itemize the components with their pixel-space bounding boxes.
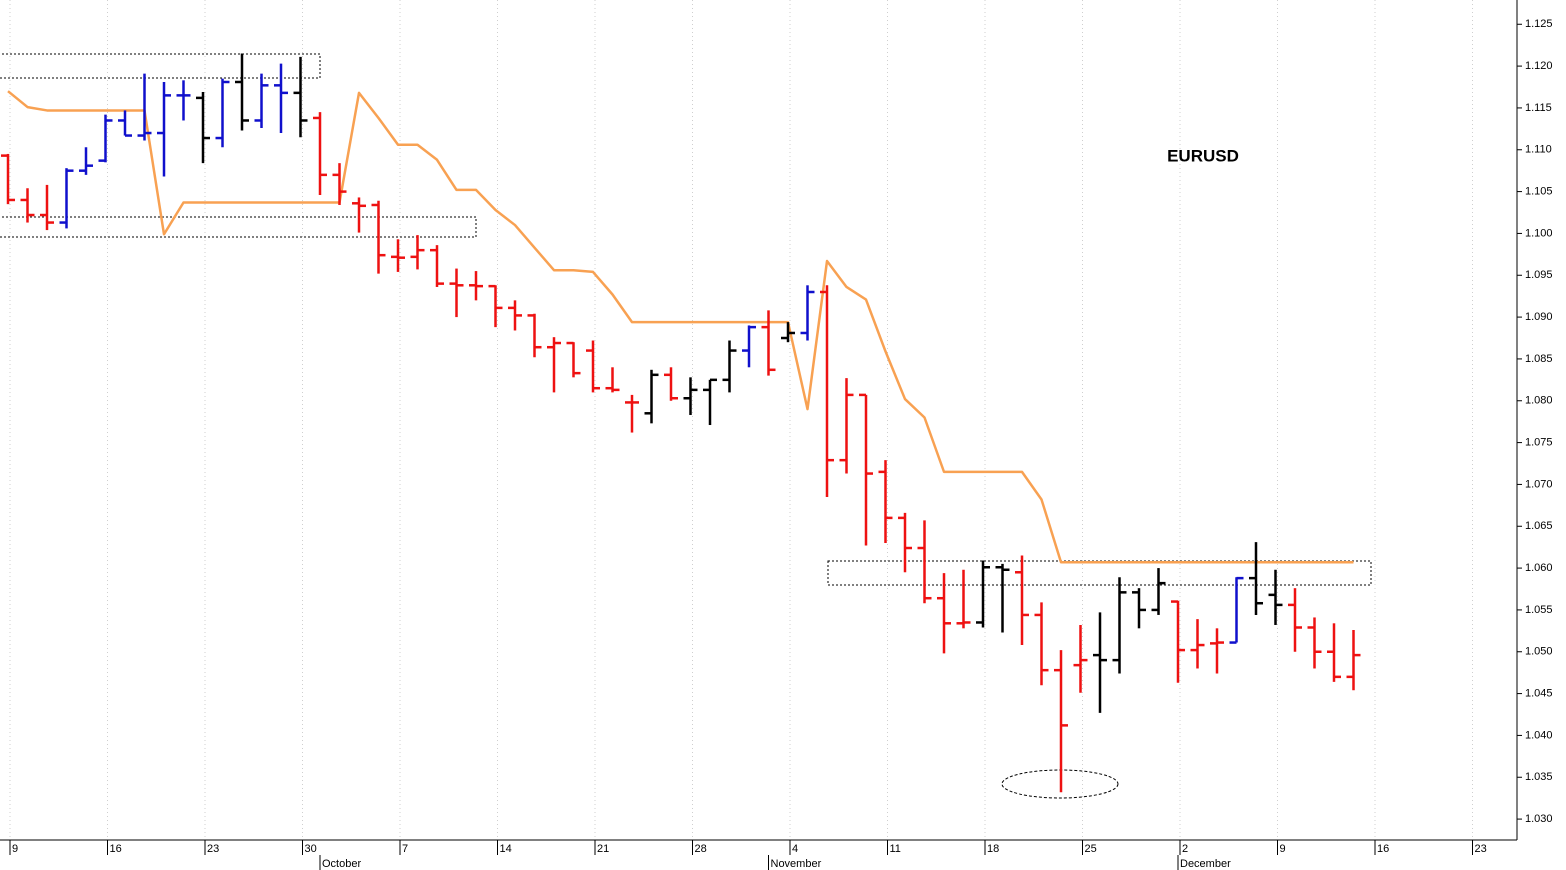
annotation-box	[0, 216, 477, 238]
x-tick-label: 2	[1182, 843, 1188, 855]
y-tick-label: 1.125	[1525, 18, 1553, 30]
y-tick-label: 1.035	[1525, 771, 1553, 783]
y-tick-label: 1.075	[1525, 436, 1553, 448]
y-tick-label: 1.095	[1525, 269, 1553, 281]
x-tick-label: 4	[792, 843, 798, 855]
y-tick-label: 1.120	[1525, 60, 1553, 72]
x-tick-label: 23	[207, 843, 219, 855]
x-tick-label: 14	[500, 843, 512, 855]
x-tick-label: 9	[12, 843, 18, 855]
chart-title: EURUSD	[1167, 146, 1239, 165]
y-tick-label: 1.030	[1525, 813, 1553, 825]
x-tick-label: 16	[110, 843, 122, 855]
y-tick-label: 1.110	[1525, 144, 1552, 156]
x-tick-label: 16	[1377, 843, 1389, 855]
annotation-box	[827, 560, 1372, 586]
y-tick-label: 1.055	[1525, 604, 1553, 616]
y-tick-label: 1.105	[1525, 185, 1553, 197]
x-tick-label: 18	[987, 843, 999, 855]
y-tick-label: 1.090	[1525, 311, 1553, 323]
grid	[9, 0, 1473, 840]
x-tick-label: 25	[1085, 843, 1097, 855]
month-label: December	[1180, 858, 1231, 870]
x-tick-label: 28	[695, 843, 707, 855]
x-tick-label: 30	[305, 843, 317, 855]
month-label: October	[322, 858, 361, 870]
annotation-box	[0, 53, 321, 79]
y-tick-label: 1.065	[1525, 520, 1553, 532]
x-tick-label: 11	[890, 843, 901, 855]
y-tick-label: 1.115	[1525, 102, 1552, 114]
y-tick-label: 1.040	[1525, 729, 1553, 741]
x-tick-label: 7	[402, 843, 408, 855]
y-tick-label: 1.050	[1525, 646, 1553, 658]
x-tick-label: 23	[1475, 843, 1487, 855]
y-tick-label: 1.080	[1525, 395, 1553, 407]
y-tick-label: 1.045	[1525, 687, 1553, 699]
y-tick-label: 1.070	[1525, 478, 1553, 490]
month-label: November	[771, 858, 822, 870]
x-tick-label: 21	[597, 843, 609, 855]
trend-line	[7, 90, 1354, 564]
y-tick-label: 1.100	[1525, 227, 1553, 239]
y-tick-label: 1.060	[1525, 562, 1553, 574]
x-tick-label: 9	[1280, 843, 1286, 855]
y-tick-label: 1.085	[1525, 353, 1553, 365]
